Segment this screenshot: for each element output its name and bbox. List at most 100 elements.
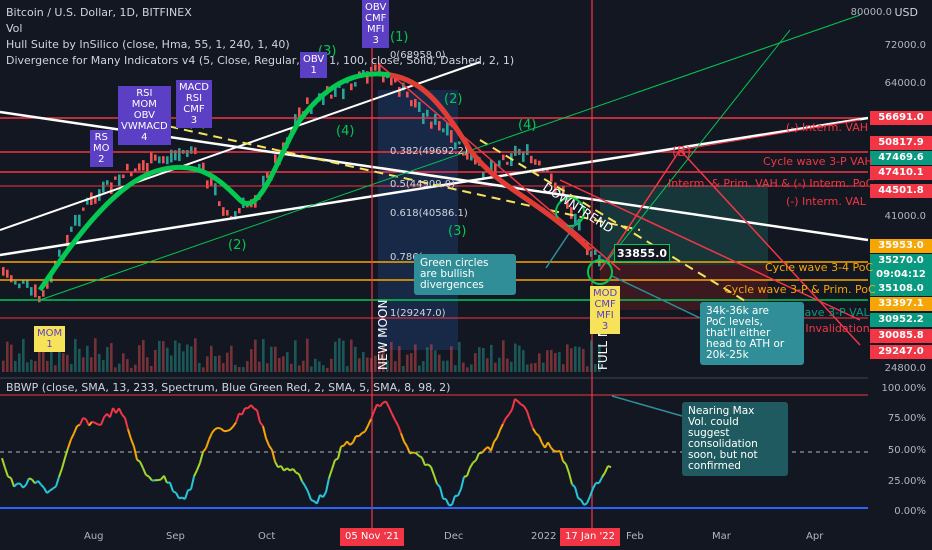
bbwp-segment [427, 463, 432, 468]
candle [550, 173, 553, 182]
bbwp-segment [466, 467, 471, 477]
volume-bar [438, 354, 441, 372]
currency-selector[interactable]: USD [894, 6, 918, 19]
volume-bar [386, 360, 389, 372]
candle [494, 163, 497, 176]
candle [158, 156, 161, 164]
volume-bar [430, 344, 433, 372]
bbwp-axis-label: 50.00% [887, 445, 926, 456]
wave-label: (2) [444, 92, 463, 107]
countdown-tag: 09:04:12 [870, 268, 932, 282]
green-circles-note[interactable]: Green circles are bullish divergences [414, 254, 516, 295]
volume-bar [58, 348, 61, 372]
volume-bar [206, 356, 209, 372]
candle [514, 145, 517, 156]
symbol-legend[interactable]: Bitcoin / U.S. Dollar, 1D, BITFINEX [6, 6, 192, 19]
volume-bar [102, 360, 105, 372]
volume-bar [118, 363, 121, 372]
hull-legend[interactable]: Hull Suite by InSilico (close, Hma, 55, … [6, 38, 290, 51]
volume-bar [114, 367, 117, 372]
wave-label: (B) [672, 145, 692, 160]
bbwp-axis-label: 25.00% [887, 476, 926, 487]
candle [26, 280, 29, 288]
bbwp-segment [94, 421, 99, 426]
volume-bar [406, 354, 409, 372]
bbwp-segment [82, 417, 87, 421]
volume-bar [34, 361, 37, 372]
time-axis-label: Sep [166, 531, 185, 542]
bbwp-segment [79, 417, 84, 426]
bbwp-segment [463, 475, 468, 478]
bbwp-segment [436, 483, 441, 488]
bbwp-segment [28, 477, 33, 481]
bbwp-segment [475, 452, 480, 461]
candle [66, 234, 69, 247]
bbwp-segment [25, 477, 30, 486]
bbwp-segment [439, 486, 444, 499]
bbwp-segment [289, 467, 294, 472]
volume-bar [274, 346, 277, 372]
volume-bar [554, 352, 557, 372]
bbwp-segment [472, 459, 477, 464]
candle [402, 82, 405, 91]
bbwp-segment [604, 465, 609, 473]
candle [186, 150, 189, 157]
bbwp-segment [589, 488, 594, 497]
volume-bar [370, 358, 373, 372]
bbwp-segment [214, 426, 219, 431]
volume-bar [74, 338, 77, 372]
volume-bar [350, 339, 353, 372]
volume-bar [130, 367, 133, 372]
bbwp-segment [70, 432, 75, 440]
candle [506, 161, 509, 165]
bbwp-segment [175, 492, 180, 499]
volume-bar [514, 343, 517, 372]
max-vol-note[interactable]: Nearing Max Vol. could suggest consolida… [682, 402, 788, 476]
candle [214, 183, 217, 196]
volume-bar [378, 352, 381, 372]
vol-legend[interactable]: Vol [6, 22, 23, 35]
volume-bar [82, 357, 85, 372]
bbwp-legend[interactable]: BBWP (close, SMA, 13, 233, Spectrum, Blu… [6, 381, 451, 394]
volume-bar [262, 339, 265, 372]
volume-bar [94, 338, 97, 372]
volume-bar [398, 346, 401, 372]
bbwp-segment [292, 468, 297, 474]
bbwp-segment [364, 425, 369, 433]
bbwp-segment [298, 473, 303, 482]
price-tag: 29247.0 [870, 345, 932, 359]
bbwp-segment [235, 413, 240, 423]
bbwp-segment [607, 465, 612, 469]
candle [454, 142, 457, 150]
volume-bar [202, 367, 205, 372]
bbwp-segment [259, 421, 264, 427]
candle [154, 154, 157, 161]
bbwp-segment [523, 405, 528, 412]
poc-levels-note[interactable]: 34k-36k are PoC levels, that'll either h… [700, 302, 804, 365]
candle [222, 207, 225, 216]
volume-bar [66, 354, 69, 372]
volume-bar [530, 363, 533, 372]
volume-bar [154, 349, 157, 372]
bbwp-segment [481, 448, 486, 454]
volume-bar [302, 360, 305, 372]
volume-bar [362, 352, 365, 372]
bbwp-segment [52, 485, 57, 490]
wave-label: (2) [228, 238, 247, 253]
candle [178, 148, 181, 162]
bbwp-segment [85, 418, 90, 427]
candle [466, 146, 469, 160]
bbwp-segment [394, 419, 399, 426]
bbwp-segment [73, 425, 78, 434]
divergence-box: OBV CMF MFI 3 [362, 0, 390, 48]
price-axis-label: 64000.0 [884, 78, 926, 89]
bbwp-segment [58, 468, 63, 478]
volume-bar [394, 361, 397, 372]
bbwp-segment [511, 398, 516, 410]
bbwp-segment [412, 451, 417, 455]
candle [18, 283, 21, 289]
volume-bar [550, 349, 553, 372]
candle [322, 95, 325, 106]
divergence-legend[interactable]: Divergence for Many Indicators v4 (5, Cl… [6, 54, 515, 67]
